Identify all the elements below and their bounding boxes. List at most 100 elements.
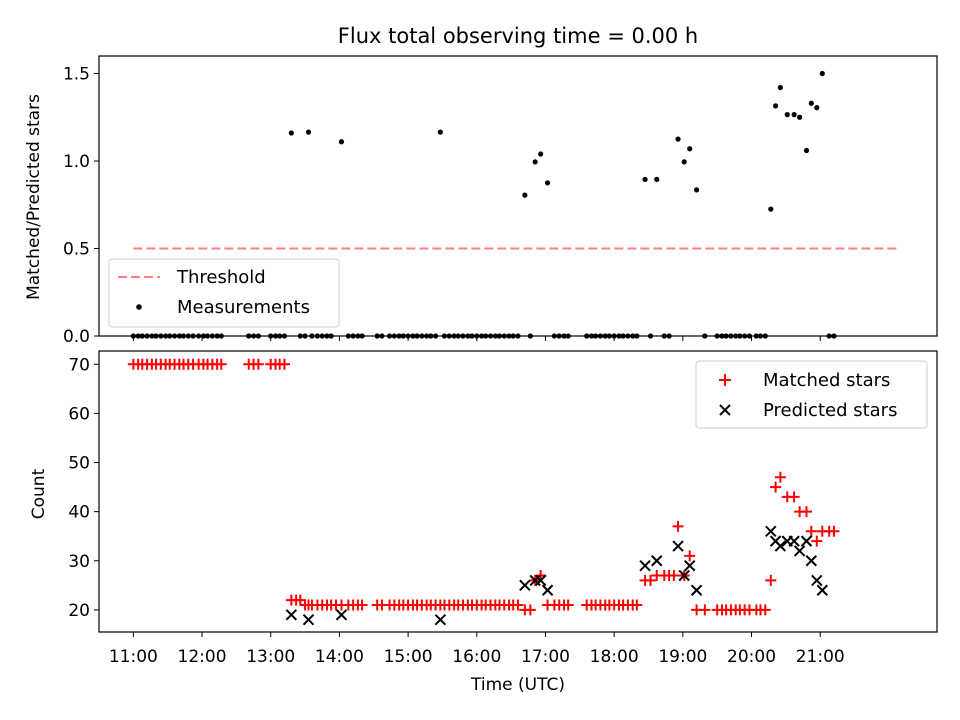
measurements-legend-swatch: [136, 304, 142, 310]
matched-star-marker: [805, 525, 817, 537]
matched-star-marker: [759, 604, 771, 616]
top-y-axis-label: Matched/Predicted stars: [24, 94, 44, 300]
bottom-x-tick-label: 12:00: [178, 647, 227, 667]
matched-star-marker: [356, 599, 368, 611]
matched-star-marker: [631, 599, 643, 611]
top-y-tick-label: 1.5: [63, 65, 90, 85]
top-chart-title: Flux total observing time = 0.00 h: [338, 24, 698, 48]
bottom-x-axis-label: Time (UTC): [470, 675, 565, 695]
bottom-x-tick-label: 13:00: [246, 647, 295, 667]
predicted-star-marker: [651, 555, 663, 567]
bottom-x-tick-label: 19:00: [658, 647, 707, 667]
predicted-star-marker: [805, 555, 818, 567]
matched-star-marker: [672, 520, 684, 532]
matched-star-marker: [811, 535, 823, 547]
bottom-x-tick-label: 21:00: [796, 647, 845, 667]
measurement-point: [791, 112, 797, 118]
measurement-point: [654, 176, 660, 182]
bottom-legend-box: [695, 360, 928, 429]
measurement-point: [305, 129, 312, 135]
top-y-ticks: 0.0 0.5 1.0 1.5: [63, 65, 99, 347]
matched-star-marker: [252, 358, 264, 370]
matched-star-marker: [800, 506, 812, 518]
matched-star-marker: [278, 358, 290, 370]
measurement-point: [819, 70, 825, 77]
predicted-star-marker: [335, 609, 348, 621]
measurement-point: [642, 176, 648, 182]
measurement-point: [784, 112, 790, 118]
bottom-y-axis-label: Count: [29, 468, 49, 519]
top-y-tick-label: 1.0: [63, 152, 90, 172]
matched-star-marker: [645, 574, 657, 586]
predicted-star-marker: [434, 614, 447, 626]
bottom-x-tick-label: 18:00: [590, 647, 639, 667]
predicted-star-marker: [639, 559, 651, 572]
measurement-point: [681, 159, 687, 165]
predicted-star-marker: [519, 579, 531, 592]
bottom-panel: Count Time (UTC) 20 30 40 50 60 70 11:00 12:00…: [29, 350, 938, 695]
top-panel: Flux total observing time = 0.00 h Match…: [24, 24, 938, 347]
top-y-tick-label: 0.5: [63, 240, 90, 260]
measurement-point: [687, 146, 693, 152]
predicted-star-marker: [788, 535, 800, 547]
predicted-star-marker: [285, 609, 298, 621]
matched-star-marker: [699, 604, 711, 616]
matched-star-marker: [788, 491, 800, 503]
matched-star-marker: [774, 471, 786, 483]
bottom-legend: Matched stars Predicted stars: [695, 360, 928, 429]
top-y-tick-label: 0.0: [63, 327, 90, 347]
measurement-point: [814, 105, 820, 111]
bottom-x-tick-label: 20:00: [727, 647, 776, 667]
matched-star-marker: [524, 604, 536, 616]
matched-star-marker: [294, 594, 306, 606]
measurement-point: [538, 151, 544, 157]
matched-legend-swatch: [719, 374, 731, 386]
bottom-y-tick-label: 60: [68, 404, 90, 424]
matched-legend-label: Matched stars: [763, 370, 890, 391]
matched-star-marker: [684, 550, 696, 562]
measurement-point: [803, 147, 810, 154]
predicted-stars-layer: [285, 525, 828, 626]
predicted-legend-swatch: [719, 404, 731, 416]
predicted-star-marker: [541, 584, 554, 596]
predicted-star-marker: [678, 569, 690, 582]
matched-star-marker: [562, 599, 574, 611]
threshold-legend-label: Threshold: [176, 267, 266, 288]
measurement-point: [768, 206, 774, 212]
measurements-legend-label: Measurements: [177, 297, 310, 318]
bottom-y-tick-label: 40: [68, 503, 90, 523]
bottom-y-tick-label: 20: [68, 601, 90, 621]
predicted-star-marker: [774, 540, 787, 552]
measurement-point: [544, 180, 551, 186]
matched-star-marker: [512, 599, 524, 611]
predicted-star-marker: [811, 574, 823, 587]
predicted-star-marker: [534, 574, 547, 587]
bottom-x-tick-label: 15:00: [384, 647, 433, 667]
bottom-y-tick-label: 50: [68, 454, 90, 474]
matched-star-marker: [668, 570, 680, 582]
bottom-x-ticks: 11:00 12:00 13:00 14:00 15:00 16:00 17:00 18:00…: [109, 632, 845, 667]
predicted-star-marker: [765, 525, 777, 537]
predicted-star-marker: [793, 545, 806, 557]
predicted-star-marker: [816, 584, 828, 596]
measurement-point: [338, 139, 345, 145]
predicted-star-marker: [690, 584, 703, 596]
predicted-star-marker: [302, 614, 315, 626]
top-axes-frame: [98, 55, 938, 337]
bottom-axes-frame: [98, 350, 938, 633]
matched-star-marker: [770, 481, 782, 493]
matched-star-marker: [765, 574, 777, 586]
top-legend-box: [108, 258, 340, 328]
bottom-x-tick-label: 14:00: [315, 647, 364, 667]
measurement-point: [437, 129, 443, 135]
bottom-y-tick-label: 70: [68, 355, 90, 375]
top-x-ticks: [132, 336, 821, 341]
measurement-point: [522, 192, 528, 198]
bottom-x-tick-label: 11:00: [109, 647, 158, 667]
measurement-point: [288, 130, 294, 136]
measurement-points-layer: [288, 70, 825, 212]
bottom-x-tick-label: 16:00: [452, 647, 501, 667]
bottom-y-ticks: 20 30 40 50 60 70: [68, 355, 99, 621]
bottom-x-tick-label: 17:00: [521, 647, 570, 667]
